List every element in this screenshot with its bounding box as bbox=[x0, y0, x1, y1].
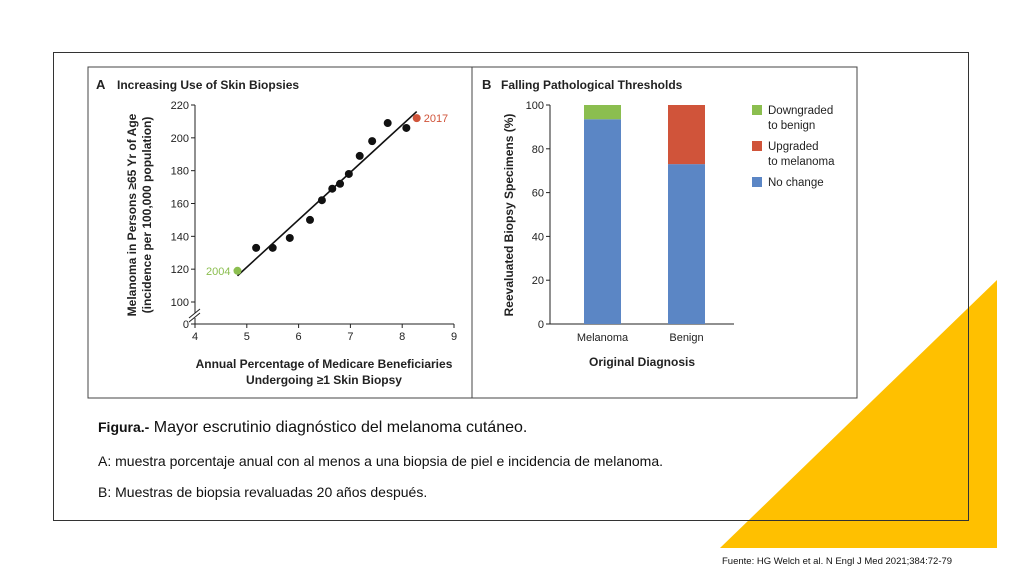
legend-swatch bbox=[752, 141, 762, 151]
y-tick-label: 80 bbox=[532, 144, 544, 156]
point-label: 2017 bbox=[424, 113, 448, 125]
legend-label: to melanoma bbox=[768, 156, 835, 168]
x-tick-label: 6 bbox=[296, 331, 302, 343]
data-point bbox=[355, 151, 364, 160]
x-tick-label: Benign bbox=[669, 332, 703, 344]
bar-segment-downgraded-to-benign bbox=[584, 105, 621, 120]
figure-frame bbox=[53, 52, 969, 521]
x-tick-label: 4 bbox=[192, 331, 198, 343]
caption-line-a: A: muestra porcentaje anual con al menos… bbox=[98, 453, 664, 469]
y-tick-label: 120 bbox=[171, 264, 189, 276]
panel-b-letter: B bbox=[482, 77, 491, 92]
y-axis-label-line2: (incidence per 100,000 population) bbox=[140, 117, 154, 314]
point-label: 2004 bbox=[206, 266, 230, 278]
y-tick-label: 220 bbox=[171, 100, 189, 112]
x-tick-label: Melanoma bbox=[577, 332, 629, 344]
legend-swatch bbox=[752, 177, 762, 187]
x-axis-label-line1: Annual Percentage of Medicare Beneficiar… bbox=[196, 357, 453, 371]
data-point bbox=[317, 196, 326, 205]
data-point bbox=[233, 266, 242, 275]
bar-segment-no-change bbox=[584, 119, 621, 324]
caption-title-text: Mayor escrutinio diagnóstico del melanom… bbox=[149, 419, 528, 436]
y-tick-label: 20 bbox=[532, 275, 544, 287]
x-tick-label: 9 bbox=[451, 331, 457, 343]
data-point bbox=[344, 169, 353, 178]
data-point bbox=[252, 243, 261, 252]
legend-label: No change bbox=[768, 177, 824, 189]
data-point bbox=[328, 184, 337, 193]
panel-b-title: Falling Pathological Thresholds bbox=[501, 78, 683, 92]
y-tick-label: 180 bbox=[171, 166, 189, 178]
caption-line-b: B: Muestras de biopsia revaluadas 20 año… bbox=[98, 484, 428, 500]
data-point bbox=[412, 114, 421, 123]
y-tick-label: 100 bbox=[526, 100, 544, 112]
legend-label: Downgraded bbox=[768, 105, 833, 117]
legend-label: Upgraded bbox=[768, 141, 819, 153]
data-point bbox=[402, 123, 411, 132]
bar-segment-no-change bbox=[668, 164, 705, 324]
y-tick-label: 40 bbox=[532, 231, 544, 243]
y-tick-label: 100 bbox=[171, 297, 189, 309]
x-tick-label: 8 bbox=[399, 331, 405, 343]
y-tick-label: 60 bbox=[532, 188, 544, 200]
data-point bbox=[336, 179, 345, 188]
legend-swatch bbox=[752, 105, 762, 115]
data-point bbox=[368, 137, 377, 146]
y-tick-label: 160 bbox=[171, 199, 189, 211]
x-tick-label: 5 bbox=[244, 331, 250, 343]
panel-a-letter: A bbox=[96, 77, 106, 92]
caption-title: Figura.- Mayor escrutinio diagnóstico de… bbox=[98, 419, 527, 437]
y-axis-label-line1: Melanoma in Persons ≥65 Yr of Age bbox=[125, 113, 139, 316]
data-point bbox=[268, 243, 277, 252]
panel-a-title: Increasing Use of Skin Biopsies bbox=[117, 78, 299, 92]
data-point bbox=[383, 119, 392, 128]
source-citation: Fuente: HG Welch et al. N Engl J Med 202… bbox=[722, 556, 953, 567]
axis-break-mark bbox=[188, 312, 201, 323]
caption-title-bold: Figura.- bbox=[98, 419, 150, 435]
x-axis-label: Original Diagnosis bbox=[589, 355, 695, 369]
data-point bbox=[285, 233, 294, 242]
legend-label: to benign bbox=[768, 120, 815, 132]
axis-break-mark bbox=[188, 308, 201, 319]
y-axis-label: Reevaluated Biopsy Specimens (%) bbox=[502, 114, 516, 317]
y-tick-label: 200 bbox=[171, 133, 189, 145]
y-tick-label: 140 bbox=[171, 231, 189, 243]
x-axis-label-line2: Undergoing ≥1 Skin Biopsy bbox=[246, 373, 402, 387]
trend-line bbox=[236, 110, 418, 277]
data-point bbox=[305, 215, 314, 224]
y-tick-label: 0 bbox=[183, 319, 189, 331]
y-tick-label: 0 bbox=[538, 319, 544, 331]
bar-segment-upgraded-to-melanoma bbox=[668, 105, 705, 165]
x-tick-label: 7 bbox=[347, 331, 353, 343]
